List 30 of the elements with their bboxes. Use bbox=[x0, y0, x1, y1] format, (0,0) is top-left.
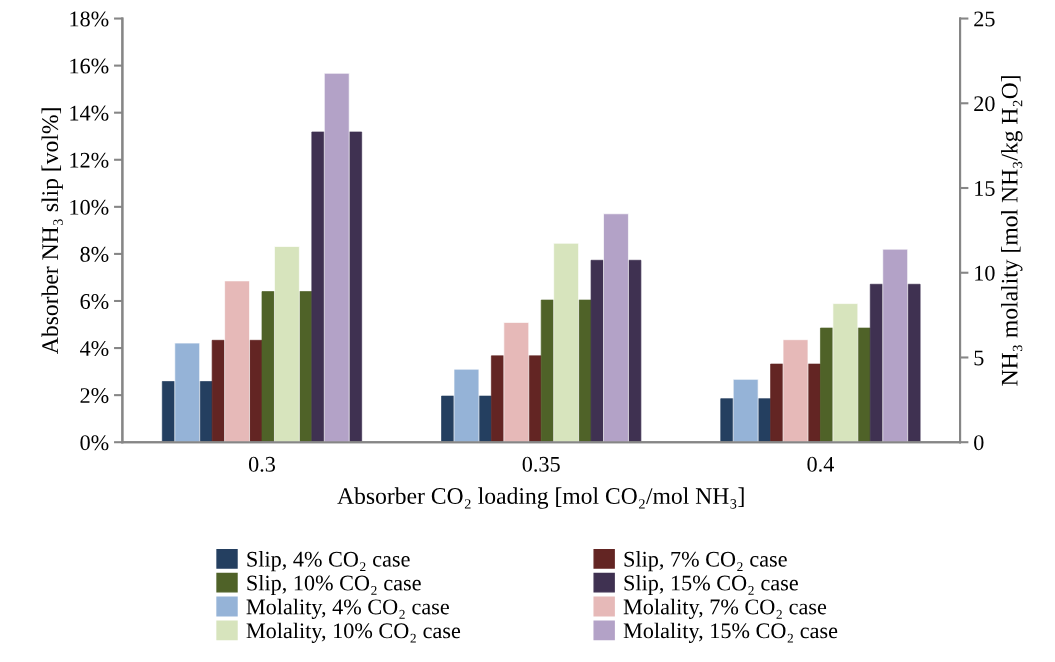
y-axis-title: Absorber NH₃ slip [vol%] bbox=[41, 108, 63, 354]
y-tick-label: 12% bbox=[70, 152, 109, 168]
y-tick-label: 8% bbox=[80, 246, 109, 262]
legend-label: Molality, 7% CO₂ case bbox=[623, 598, 827, 619]
legend-label: Molality, 15% CO₂ case bbox=[623, 622, 838, 643]
x-tick-label: 0.4 bbox=[807, 456, 834, 472]
y2-tick-label: 15 bbox=[975, 181, 995, 196]
y-tick-label: 4% bbox=[80, 341, 109, 357]
x-tick-label: 0.3 bbox=[248, 456, 276, 472]
y2-tick-label: 20 bbox=[974, 96, 995, 112]
y2-tick-label: 25 bbox=[974, 11, 995, 27]
y-tick-label: 16% bbox=[70, 58, 109, 74]
legend-label: Slip, 15% CO₂ case bbox=[624, 574, 798, 596]
legend-label: Molality, 4% CO₂ case bbox=[246, 598, 449, 619]
x-axis-title: Absorber CO₂ loading [mol CO₂/mol NH₃] bbox=[337, 487, 744, 509]
y2-tick-label: 0 bbox=[974, 435, 984, 451]
legend-label: Molality, 10% CO₂ case bbox=[246, 622, 461, 643]
legend-label: Slip, 4% CO₂ case bbox=[247, 551, 410, 572]
y2-tick-label: 5 bbox=[974, 350, 984, 366]
x-tick-label: 0.35 bbox=[522, 456, 560, 472]
y2-tick-label: 10 bbox=[975, 265, 995, 281]
legend-label: Slip, 10% CO₂ case bbox=[247, 574, 421, 596]
y-tick-label: 18% bbox=[70, 11, 109, 27]
legend-label: Slip, 7% CO₂ case bbox=[624, 551, 787, 572]
y-tick-label: 0% bbox=[80, 435, 109, 451]
y-tick-label: 14% bbox=[70, 105, 109, 121]
y-tick-label: 2% bbox=[80, 388, 109, 404]
y-tick-label: 6% bbox=[80, 293, 109, 309]
y2-axis-title: NH₃ molality [mol NH₃/kg H₂O] bbox=[1001, 76, 1023, 386]
y-tick-label: 10% bbox=[70, 199, 109, 215]
